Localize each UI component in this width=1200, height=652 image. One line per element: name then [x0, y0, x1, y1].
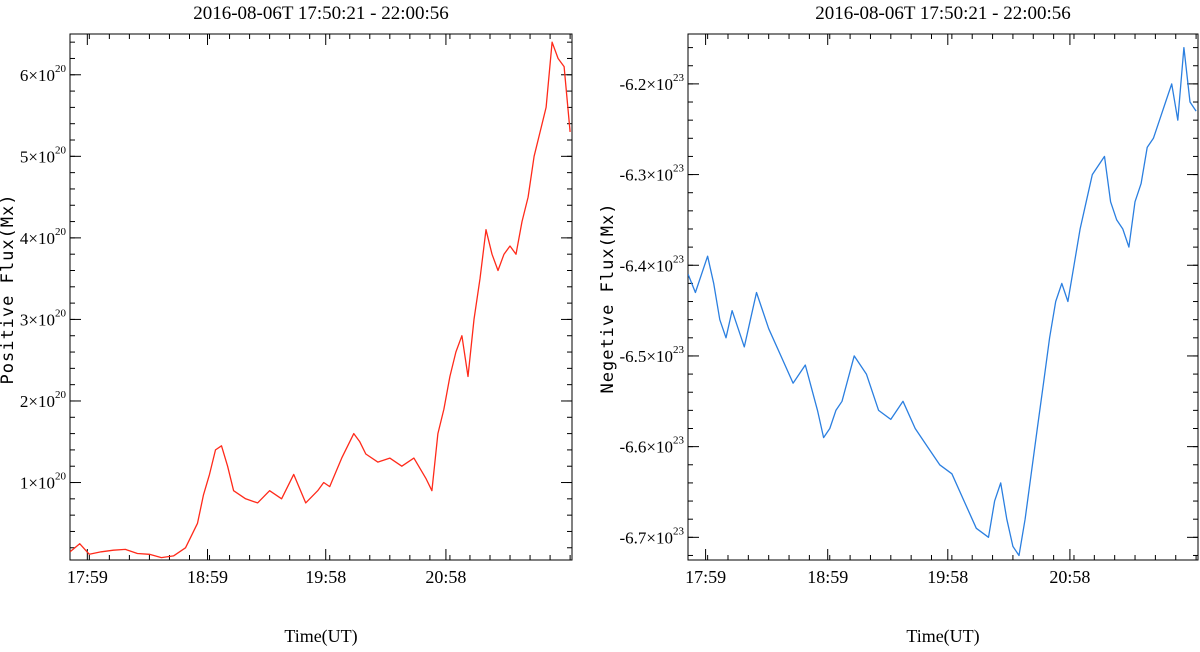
y-tick-mantissa: 3 [20, 310, 29, 329]
y-tick-times: ×10 [28, 66, 55, 85]
y-tick-mantissa: 1 [20, 474, 29, 493]
y-tick-exponent: 23 [673, 72, 685, 84]
y-tick-label: 3×1020 [20, 307, 67, 329]
y-tick-exponent: 23 [673, 163, 685, 175]
y-tick-label: -6.3×1023 [619, 163, 684, 185]
y-axis-label: Positive Flux(Mx) [0, 194, 18, 385]
y-tick-times: ×10 [28, 474, 55, 493]
y-tick-mantissa: -6.6 [619, 438, 646, 457]
plot-frame [687, 33, 1199, 561]
x-axis-label: Time(UT) [284, 626, 357, 647]
y-tick-label: -6.7×1023 [619, 525, 684, 547]
x-tick-label: 19:58 [305, 567, 346, 587]
y-tick-exponent: 23 [673, 253, 685, 265]
x-tick-label: 18:59 [187, 567, 228, 587]
negative-flux-series-line [688, 46, 1197, 557]
y-tick-times: ×10 [646, 528, 673, 547]
y-tick-mantissa: 6 [20, 66, 29, 85]
y-tick-label: -6.4×1023 [619, 253, 684, 275]
y-tick-mantissa: -6.4 [619, 256, 646, 275]
y-tick-mantissa: 4 [20, 229, 29, 248]
y-tick-exponent: 20 [55, 389, 67, 401]
y-tick-label: 1×1020 [20, 471, 67, 493]
x-tick-label: 20:58 [425, 567, 466, 587]
y-tick-mantissa: -6.7 [619, 528, 646, 547]
y-tick-label: -6.2×1023 [619, 72, 684, 94]
positive-flux-series-line [70, 41, 571, 559]
y-tick-exponent: 20 [55, 144, 67, 156]
y-axis-label: Negetive Flux(Mx) [598, 203, 618, 394]
y-tick-times: ×10 [28, 229, 55, 248]
y-tick-label: -6.5×1023 [619, 344, 684, 366]
y-tick-mantissa: -6.2 [619, 75, 646, 94]
y-tick-exponent: 23 [673, 435, 685, 447]
y-tick-exponent: 23 [673, 344, 685, 356]
y-tick-label: 6×1020 [20, 63, 67, 85]
y-tick-times: ×10 [646, 347, 673, 366]
y-tick-times: ×10 [28, 392, 55, 411]
y-tick-mantissa: -6.3 [619, 166, 646, 185]
y-tick-exponent: 20 [55, 471, 67, 483]
y-tick-exponent: 20 [55, 226, 67, 238]
x-tick-label: 19:58 [927, 567, 968, 587]
positive-flux-chart: 2016-08-06T 17:50:21 - 22:00:56 17:59 18:5… [0, 3, 573, 647]
y-tick-times: ×10 [28, 310, 55, 329]
chart-title: 2016-08-06T 17:50:21 - 22:00:56 [193, 3, 449, 24]
y-tick-mantissa: 2 [20, 392, 29, 411]
x-axis-label: Time(UT) [906, 626, 979, 647]
y-tick-exponent: 20 [55, 307, 67, 319]
y-tick-times: ×10 [646, 75, 673, 94]
x-tick-label: 20:58 [1049, 567, 1090, 587]
y-tick-times: ×10 [646, 166, 673, 185]
y-tick-times: ×10 [646, 438, 673, 457]
plot-frame [69, 33, 573, 561]
x-tick-label: 18:59 [807, 567, 848, 587]
y-tick-times: ×10 [28, 147, 55, 166]
y-tick-exponent: 20 [55, 63, 67, 75]
y-tick-label: 4×1020 [20, 226, 67, 248]
y-tick-times: ×10 [646, 256, 673, 275]
x-tick-label: 17:59 [67, 567, 108, 587]
y-tick-label: -6.6×1023 [619, 435, 684, 457]
y-tick-mantissa: 5 [20, 147, 29, 166]
y-tick-exponent: 23 [673, 525, 685, 537]
x-tick-label: 17:59 [685, 567, 726, 587]
y-tick-label: 5×1020 [20, 144, 67, 166]
y-tick-label: 2×1020 [20, 389, 67, 411]
chart-title: 2016-08-06T 17:50:21 - 22:00:56 [815, 3, 1071, 24]
negative-flux-chart: 2016-08-06T 17:50:21 - 22:00:56 17:59 18:5… [598, 3, 1199, 647]
y-tick-mantissa: -6.5 [619, 347, 646, 366]
